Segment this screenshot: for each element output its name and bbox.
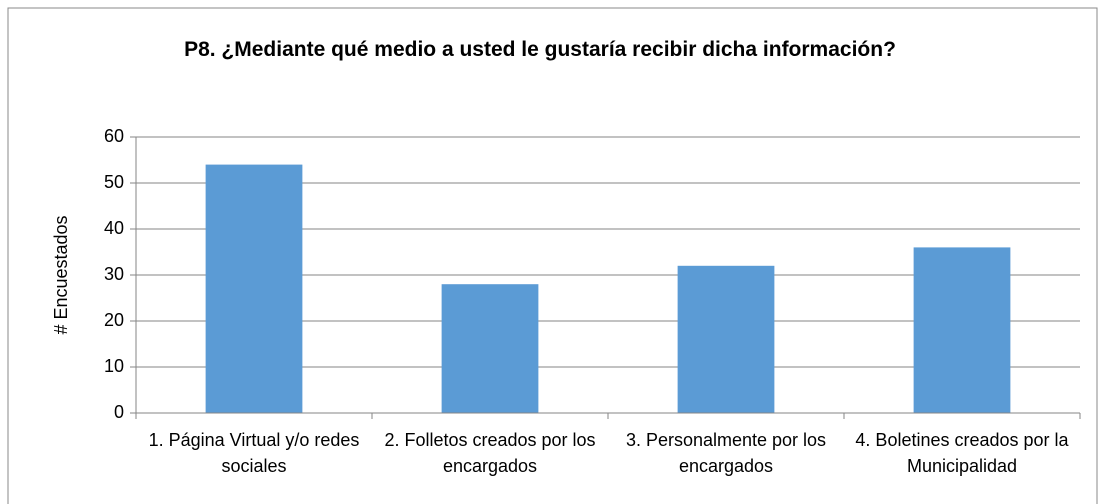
y-tick-label: 10 — [104, 356, 124, 376]
chart-title: P8. ¿Mediante qué medio a usted le gusta… — [184, 38, 896, 61]
bar — [913, 247, 1011, 413]
bar — [441, 284, 539, 413]
y-axis-label: # Encuestados — [51, 215, 71, 334]
x-tick-label: 1. Página Virtual y/o redes sociales — [149, 430, 360, 476]
x-tick-label: 3. Personalmente por los encargados — [626, 430, 826, 476]
y-tick-label: 20 — [104, 310, 124, 330]
x-tick-label: 2. Folletos creados por los encargados — [384, 430, 595, 476]
bar — [205, 164, 303, 413]
y-tick-label: 50 — [104, 172, 124, 192]
x-tick-label: 4. Boletines creados por la Municipalidad — [855, 430, 1069, 476]
bar — [677, 265, 775, 413]
y-tick-label: 60 — [104, 126, 124, 146]
y-tick-label: 0 — [114, 402, 124, 422]
y-tick-label: 30 — [104, 264, 124, 284]
y-tick-label: 40 — [104, 218, 124, 238]
